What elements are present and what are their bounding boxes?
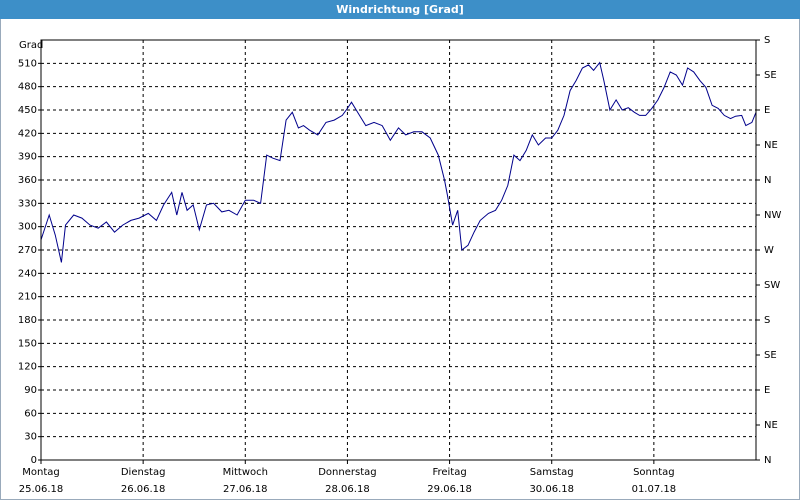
- y-tick-label: 480: [18, 82, 37, 93]
- y2-tick-label: SE: [764, 70, 777, 81]
- x-tick-date: 01.07.18: [632, 484, 677, 495]
- x-tick-date: 25.06.18: [19, 484, 64, 495]
- x-tick-date: 30.06.18: [529, 484, 574, 495]
- y2-tick-label: N: [764, 455, 771, 466]
- x-tick-label: Freitag: [432, 467, 466, 478]
- y-tick-label: 330: [18, 198, 37, 209]
- y-tick-label: 390: [18, 152, 37, 163]
- y2-tick-label: NE: [764, 140, 778, 151]
- y-tick-label: 210: [18, 292, 37, 303]
- y-axis-label: Grad: [19, 40, 43, 51]
- y-tick-label: 420: [18, 128, 37, 139]
- y-tick-label: 150: [18, 338, 37, 349]
- x-tick-label: Sonntag: [633, 467, 675, 478]
- y2-tick-label: NE: [764, 420, 778, 431]
- title-bar: [0, 0, 800, 19]
- y-tick-label: 120: [18, 362, 37, 373]
- y-tick-label: 510: [18, 58, 37, 69]
- y-tick-label: 0: [31, 455, 37, 466]
- y-tick-label: 300: [18, 222, 37, 233]
- chart-title: Windrichtung [Grad]: [336, 3, 464, 16]
- x-tick-label: Samstag: [530, 467, 574, 478]
- y2-tick-label: S: [764, 35, 770, 46]
- y2-tick-label: W: [764, 245, 774, 256]
- data-line: [40, 61, 757, 263]
- x-tick-label: Montag: [22, 467, 59, 478]
- plot-border: [40, 39, 757, 461]
- y2-tick-label: E: [764, 105, 770, 116]
- y-tick-label: 270: [18, 245, 37, 256]
- y2-tick-label: NW: [764, 210, 781, 221]
- x-tick-date: 27.06.18: [223, 484, 268, 495]
- y-tick-label: 30: [24, 432, 37, 443]
- y2-tick-label: E: [764, 385, 770, 396]
- y2-tick-label: S: [764, 315, 770, 326]
- x-tick-label: Donnerstag: [318, 467, 376, 478]
- y-tick-label: 450: [18, 105, 37, 116]
- x-tick-date: 29.06.18: [427, 484, 472, 495]
- y2-tick-label: SW: [764, 280, 780, 291]
- x-tick-label: Mittwoch: [223, 467, 268, 478]
- y-tick-label: 360: [18, 175, 37, 186]
- y-tick-label: 90: [24, 385, 37, 396]
- y-tick-label: 60: [24, 408, 37, 419]
- x-tick-date: 26.06.18: [121, 484, 166, 495]
- y2-tick-label: SE: [764, 350, 777, 361]
- x-tick-label: Dienstag: [121, 467, 166, 478]
- x-tick-date: 28.06.18: [325, 484, 370, 495]
- y-tick-label: 180: [18, 315, 37, 326]
- y-tick-label: 240: [18, 268, 37, 279]
- y2-tick-label: N: [764, 175, 771, 186]
